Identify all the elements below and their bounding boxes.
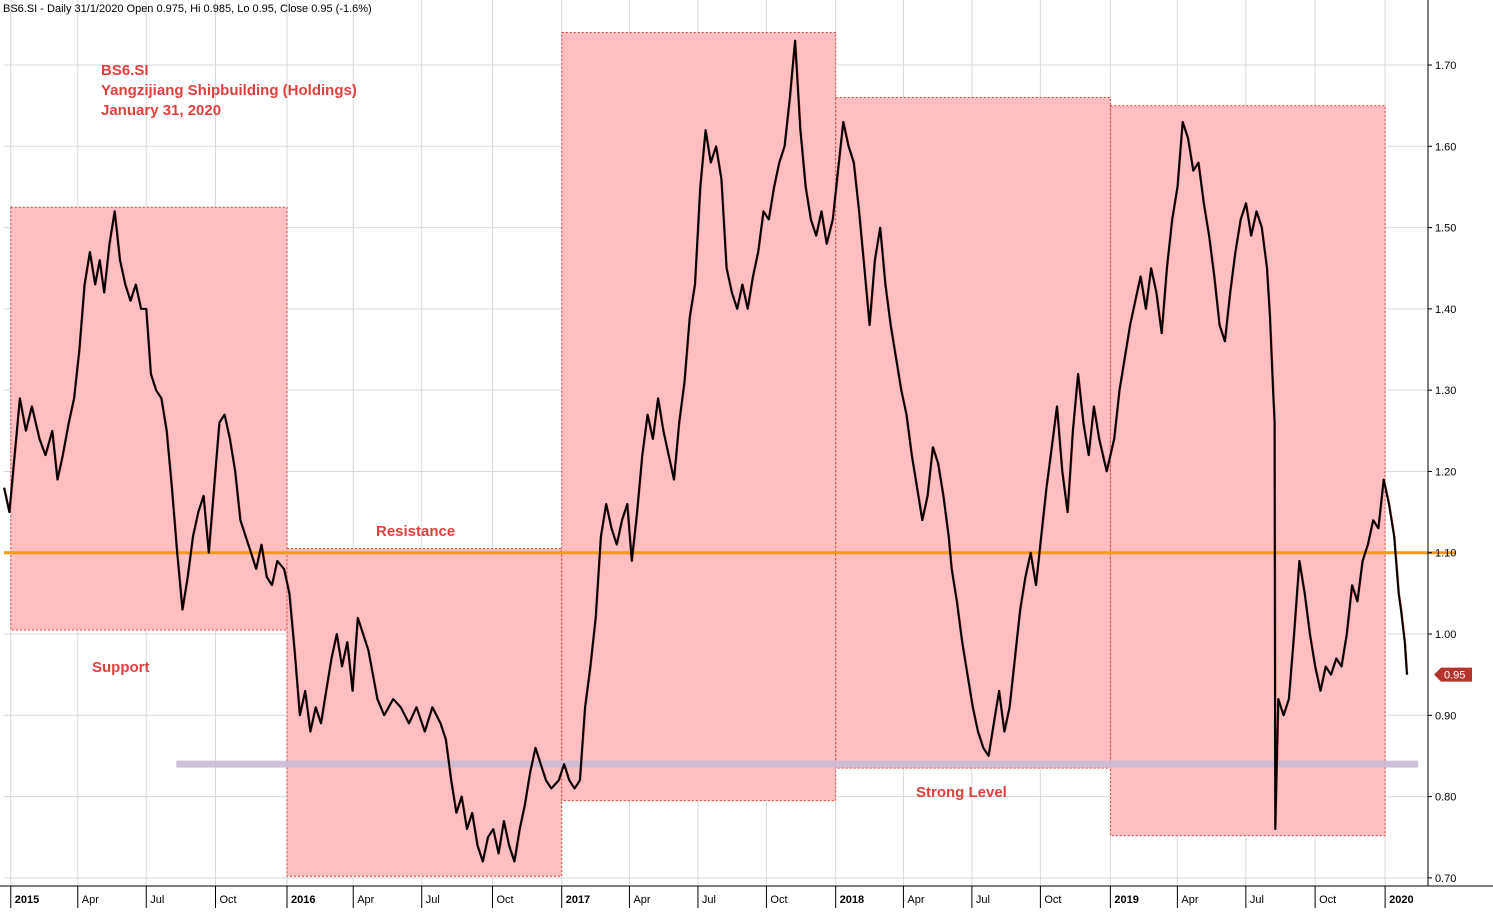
x-tick-label-0: 2015 bbox=[15, 894, 39, 906]
x-tick-label-9: Apr bbox=[633, 894, 650, 906]
y-tick-label-2: 1.50 bbox=[1435, 223, 1456, 235]
x-tick-label-5: Apr bbox=[357, 894, 374, 906]
zone-4 bbox=[835, 97, 1111, 769]
x-tick-label-15: Oct bbox=[1044, 894, 1061, 906]
x-tick-label-14: Jul bbox=[976, 894, 990, 906]
last-price-tag-label: 0.95 bbox=[1444, 670, 1465, 682]
x-tick-label-8: 2017 bbox=[566, 894, 590, 906]
zones bbox=[10, 32, 1386, 877]
y-tick-label-6: 1.10 bbox=[1435, 548, 1456, 560]
x-tick-label-12: 2018 bbox=[840, 894, 864, 906]
y-tick-label-10: 0.70 bbox=[1435, 873, 1456, 885]
x-tick-label-13: Apr bbox=[907, 894, 924, 906]
x-tick-label-3: Oct bbox=[219, 894, 236, 906]
annotation-support: Support bbox=[92, 659, 150, 676]
axes bbox=[0, 0, 1493, 887]
levels bbox=[4, 551, 1456, 768]
y-tick-label-5: 1.20 bbox=[1435, 466, 1456, 478]
zone-2 bbox=[286, 548, 563, 877]
last-price-tag-shape bbox=[1434, 667, 1472, 682]
y-tick-label-4: 1.30 bbox=[1435, 385, 1456, 397]
y-tick-label-3: 1.40 bbox=[1435, 304, 1456, 316]
x-tick-label-2: Jul bbox=[150, 894, 164, 906]
y-tick-label-9: 0.80 bbox=[1435, 792, 1456, 804]
annotation-date: January 31, 2020 bbox=[101, 102, 221, 119]
zone-3 bbox=[561, 32, 837, 802]
last-price-tag: 0.95 bbox=[1434, 667, 1472, 682]
zone-1 bbox=[10, 206, 288, 631]
x-tick-label-10: Jul bbox=[702, 894, 716, 906]
x-tick-label-11: Oct bbox=[770, 894, 787, 906]
x-tick-label-20: 2020 bbox=[1389, 894, 1413, 906]
y-tick-label-1: 1.60 bbox=[1435, 141, 1456, 153]
annotation-ticker: BS6.SI bbox=[101, 62, 149, 79]
price-line-0 bbox=[3, 39, 1408, 863]
annotation-strong-level: Strong Level bbox=[916, 784, 1007, 801]
y-axis-ticks: 1.70 1.60 1.50 1.40 1.30 1.20 1.10 1.00 0.90 0.80… bbox=[1428, 60, 1456, 885]
x-tick-label-6: Jul bbox=[426, 894, 440, 906]
x-tick-label-19: Oct bbox=[1319, 894, 1336, 906]
x-tick-label-1: Apr bbox=[82, 894, 99, 906]
chart-header: BS6.SI - Daily 31/1/2020 Open 0.975, Hi … bbox=[3, 3, 372, 15]
y-tick-label-7: 1.00 bbox=[1435, 629, 1456, 641]
zone-5 bbox=[1109, 105, 1386, 837]
x-axis-ticks: 2015 Apr Jul Oct 2016 Apr Jul Oct 2017 Apr Jul Oct 2… bbox=[10, 886, 1414, 908]
annotation-company: Yangzijiang Shipbuilding (Holdings) bbox=[101, 82, 357, 99]
y-tick-label-0: 1.70 bbox=[1435, 60, 1456, 72]
price-series bbox=[3, 39, 1409, 863]
x-tick-label-16: 2019 bbox=[1114, 894, 1138, 906]
x-tick-label-17: Apr bbox=[1181, 894, 1198, 906]
y-tick-label-8: 0.90 bbox=[1435, 710, 1456, 722]
x-tick-label-7: Oct bbox=[496, 894, 513, 906]
annotation-resistance: Resistance bbox=[376, 523, 455, 540]
x-tick-label-18: Jul bbox=[1250, 894, 1264, 906]
x-tick-label-4: 2016 bbox=[291, 894, 315, 906]
